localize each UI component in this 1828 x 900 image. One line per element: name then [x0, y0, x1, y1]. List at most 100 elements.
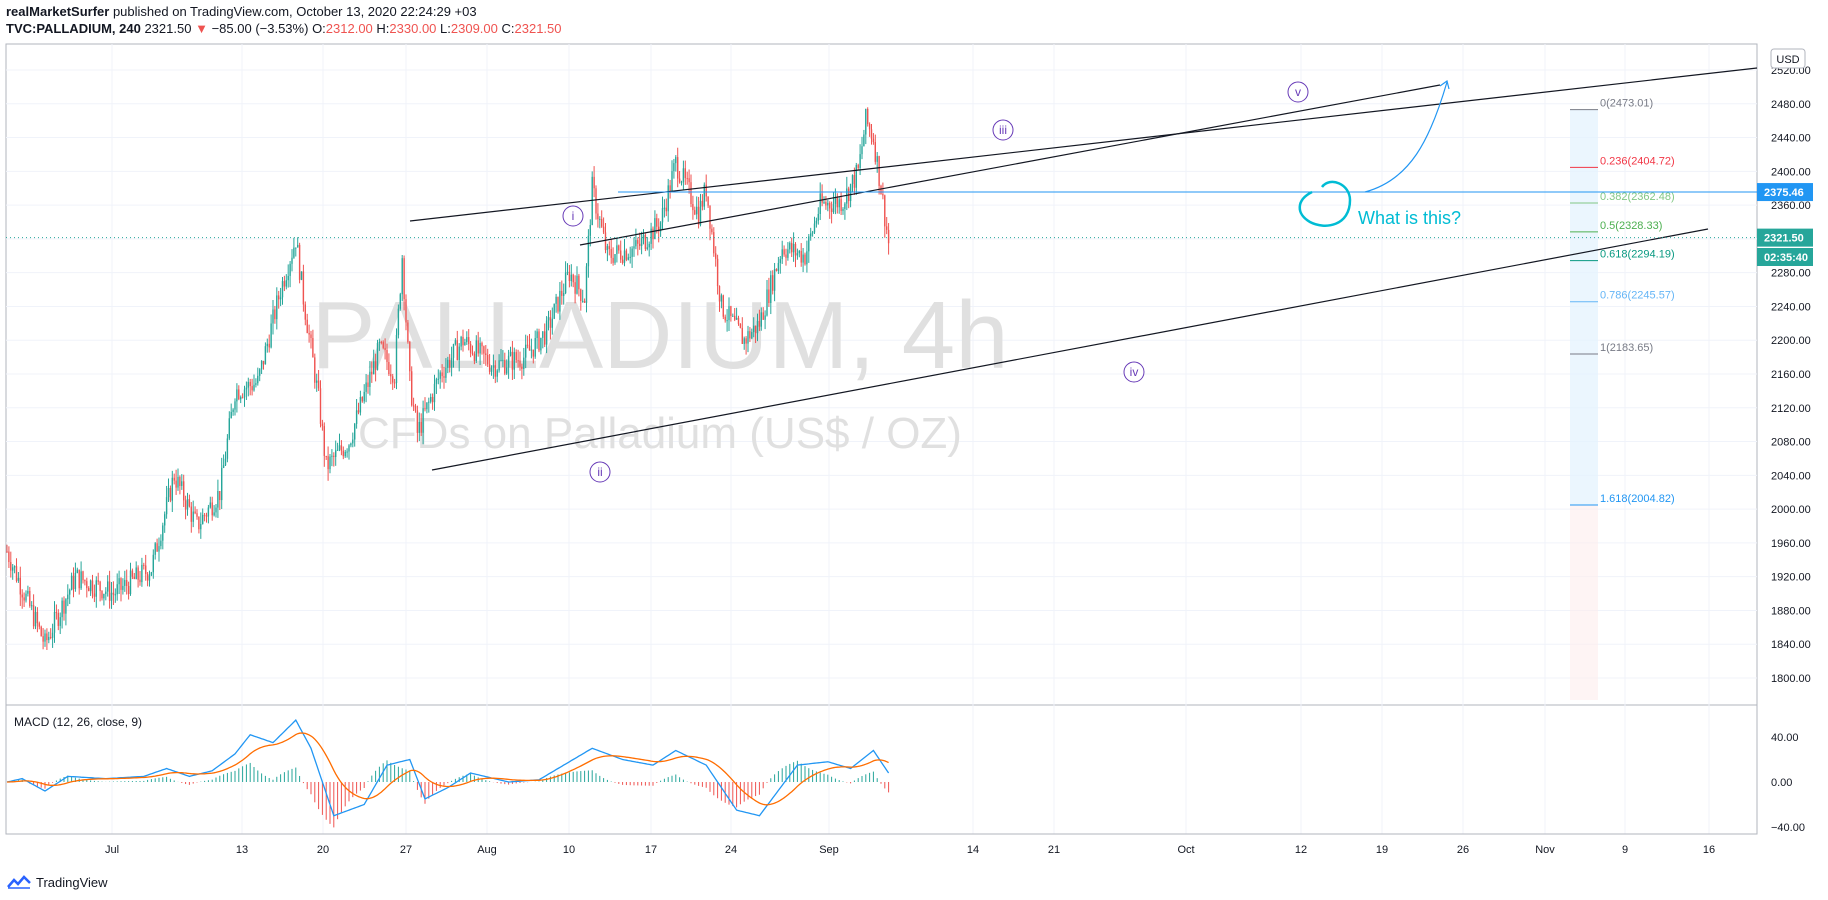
fib-retracement[interactable]: 0(2473.01) 0.236(2404.72) 0.382(2362.48) 0.… [1570, 98, 1675, 700]
candle-body [57, 613, 59, 626]
candle-body [564, 272, 567, 294]
candle-body [868, 124, 871, 130]
candle-body [821, 193, 823, 203]
candle-body [690, 182, 692, 205]
candle-body [787, 249, 789, 258]
candle-body [811, 232, 814, 234]
close-label: C: [501, 21, 515, 36]
lower-trendline [431, 228, 1709, 471]
macd-title[interactable]: MACD (12, 26, close, 9) [14, 715, 143, 729]
candle-body [414, 405, 417, 411]
candle-body [374, 361, 377, 370]
candle-body [597, 213, 599, 220]
candle-body [574, 282, 576, 294]
candle-body [570, 274, 572, 282]
candle-body [323, 426, 325, 456]
time-axis[interactable]: Jul 13 20 27 Aug 10 17 24 Sep 14 21 Oct 12 19 26 Nov 9 16 [6, 833, 1757, 856]
fib-band [1570, 109, 1598, 506]
candle-body [382, 341, 384, 348]
candle-body [355, 410, 358, 424]
candle-body [454, 340, 457, 345]
candle-body [792, 244, 795, 253]
candle-body [768, 289, 770, 303]
candle-body [538, 331, 540, 351]
price-tick-label: 2080.00 [1771, 437, 1811, 449]
candle-body [264, 346, 267, 365]
candle-body [555, 296, 557, 304]
footer[interactable]: TradingView [6, 874, 108, 890]
price-tick-label: 2040.00 [1771, 470, 1811, 482]
price-axis[interactable]: 1800.00 1840.00 1880.00 1920.00 1960.00 2000.… [1757, 65, 1813, 685]
candle-body [342, 450, 344, 457]
candle-body [287, 275, 289, 281]
candle-body [753, 325, 755, 333]
candle-body [430, 396, 432, 402]
candle-body [289, 263, 291, 276]
candle-body [743, 338, 745, 344]
candle-body [152, 554, 154, 573]
candle-body [154, 543, 156, 555]
candle-body [775, 268, 778, 271]
candle-body [583, 300, 586, 303]
candle-body [67, 594, 69, 600]
candle-body [82, 571, 84, 581]
candle-body [610, 249, 612, 258]
time-tick-label: 10 [563, 844, 575, 856]
candle-body [253, 384, 255, 391]
candle-body [887, 229, 890, 244]
candle-body [859, 154, 861, 168]
candle-body [884, 195, 886, 227]
candle-body [298, 244, 301, 280]
candle-body [483, 346, 485, 354]
candle-body [783, 249, 785, 255]
candle-body [224, 458, 227, 466]
candle-body [663, 207, 666, 209]
candle-body [405, 299, 407, 323]
price-badge-text: 2321.50 [1764, 233, 1804, 245]
candle-body [758, 321, 761, 327]
candle-body [773, 268, 776, 291]
candle-body [108, 581, 111, 601]
candle-body [196, 513, 198, 517]
macd-tick-label: 0.00 [1771, 777, 1792, 789]
author-name[interactable]: realMarketSurfer [6, 4, 110, 19]
symbol-label[interactable]: TVC:PALLADIUM, 240 [6, 21, 141, 36]
candle-body [490, 367, 493, 372]
candle-body [517, 360, 519, 362]
candle-body [202, 514, 204, 524]
candle-body [135, 567, 137, 579]
candle-body [107, 581, 109, 592]
candle-body [411, 371, 413, 406]
candle-body [523, 357, 525, 370]
candle-body [259, 369, 261, 376]
candle-body [625, 250, 628, 260]
candle-body [139, 579, 141, 583]
candle-body [217, 491, 219, 508]
candle-body [124, 580, 126, 586]
candle-body [146, 573, 149, 581]
candle-body [34, 611, 37, 627]
candle-body [228, 418, 230, 439]
fib-band-ext [1570, 505, 1598, 700]
candle-body [32, 605, 35, 627]
high-value: 2330.00 [389, 21, 437, 36]
candle-body [604, 232, 607, 251]
currency-button[interactable]: USD [1770, 48, 1806, 69]
candle-body [578, 275, 580, 290]
candle-body [635, 240, 637, 247]
price-tick-label: 2120.00 [1771, 403, 1811, 415]
candle-body [772, 275, 774, 291]
candle-body [348, 445, 350, 452]
candle-body [304, 304, 306, 320]
candle-body [209, 502, 211, 508]
candle-body [568, 271, 571, 282]
candle-body [188, 499, 191, 507]
candle-body [694, 210, 696, 215]
candle-body [479, 342, 481, 354]
candle-body [285, 280, 287, 287]
fib-level-label: 0.5(2328.33) [1600, 220, 1662, 232]
candle-body [257, 375, 259, 384]
candle-body [810, 233, 812, 237]
